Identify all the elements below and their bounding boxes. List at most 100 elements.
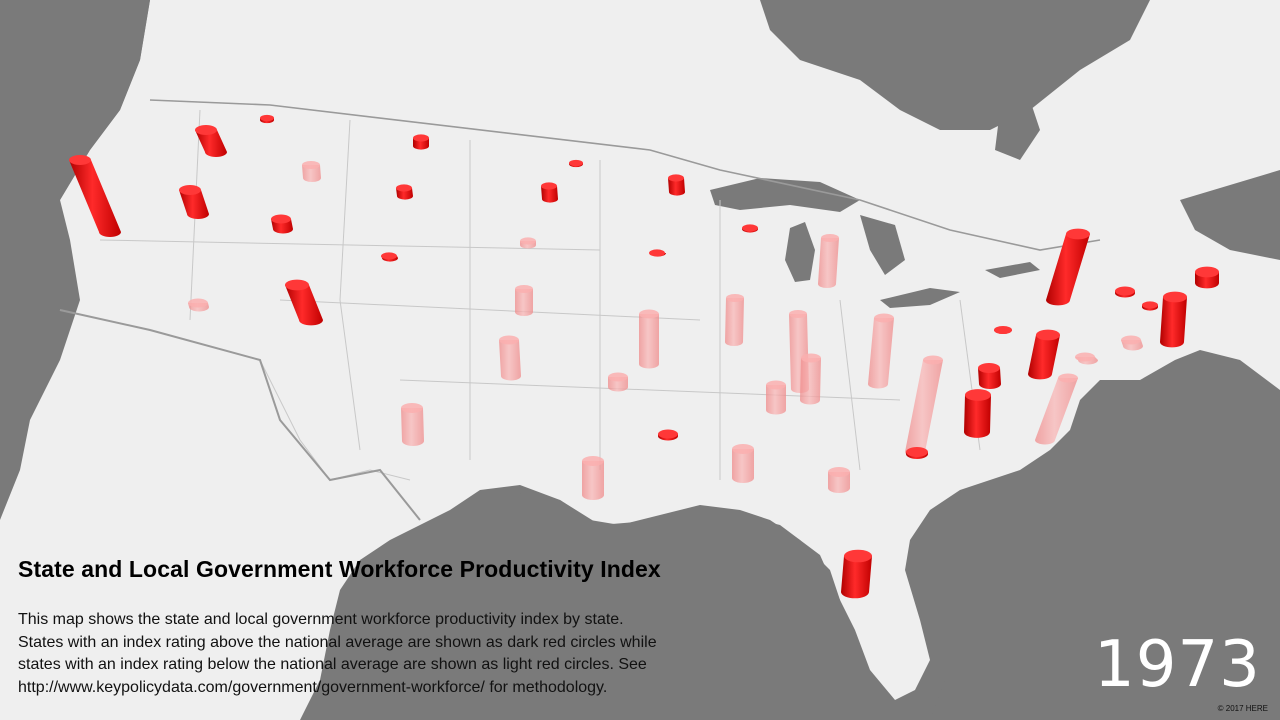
marker-body: [800, 358, 821, 405]
state-marker: [1160, 291, 1187, 348]
state-marker: [413, 134, 429, 150]
state-marker: [195, 125, 227, 157]
state-marker: [302, 160, 321, 183]
state-marker: [905, 355, 943, 457]
state-marker: [396, 184, 413, 200]
state-marker: [649, 249, 666, 257]
marker-top: [1075, 352, 1095, 362]
marker-top: [541, 182, 557, 190]
state-marker: [285, 279, 323, 326]
marker-top: [789, 309, 807, 319]
marker-top: [1121, 335, 1141, 345]
marker-top: [828, 467, 850, 477]
marker-top: [1036, 329, 1060, 341]
marker-top: [978, 363, 1000, 373]
state-marker: [978, 363, 1001, 389]
map-title: State and Local Government Workforce Pro…: [18, 556, 661, 582]
state-marker: [188, 298, 209, 312]
marker-body: [179, 190, 209, 219]
state-marker: [841, 549, 872, 599]
lake-superior: [710, 178, 860, 212]
us-mexico-border: [59, 309, 421, 521]
state-marker: [725, 293, 744, 347]
state-marker: [1121, 335, 1143, 351]
marker-body: [69, 160, 121, 237]
description-line: This map shows the state and local gover…: [18, 611, 624, 628]
map-description: This map shows the state and local gover…: [18, 609, 778, 699]
state-marker: [732, 444, 754, 483]
marker-body: [766, 385, 786, 415]
state-marker: [964, 389, 991, 438]
marker-body: [668, 178, 685, 196]
state-marker: [828, 467, 850, 493]
lake-michigan: [785, 222, 815, 282]
lake-ontario: [985, 262, 1040, 278]
map-credit: © 2017 HERE: [1217, 704, 1268, 713]
marker-top: [401, 403, 423, 413]
gulf-st-lawrence: [1180, 170, 1280, 260]
lake-huron: [860, 215, 905, 275]
marker-top: [1058, 373, 1078, 383]
marker-top: [965, 389, 991, 401]
marker-top: [639, 309, 659, 319]
marker-top: [742, 224, 758, 232]
marker-top: [821, 233, 839, 243]
state-marker: [906, 447, 928, 459]
marker-top: [188, 298, 208, 308]
state-marker: [520, 237, 536, 249]
hudson-bay: [760, 0, 1150, 130]
state-marker: [1142, 301, 1158, 311]
marker-body: [978, 368, 1001, 389]
description-line: states with an index rating below the na…: [18, 656, 647, 673]
state-marker: [994, 325, 1012, 335]
marker-top: [658, 429, 678, 439]
marker-body: [1035, 378, 1078, 445]
marker-body: [841, 556, 872, 599]
marker-body: [639, 314, 659, 369]
state-marker: [1075, 352, 1098, 365]
marker-top: [1142, 301, 1158, 309]
state-marker: [1195, 266, 1219, 289]
marker-top: [1066, 228, 1090, 240]
marker-top: [874, 313, 894, 323]
marker-top: [844, 549, 872, 563]
marker-top: [515, 284, 533, 294]
gulf-of-mexico: [340, 490, 860, 720]
description-line: http://www.keypolicydata.com/government/…: [18, 678, 608, 696]
marker-body: [828, 472, 850, 493]
marker-top: [195, 125, 217, 135]
marker-top: [302, 160, 320, 170]
us-canada-border: [149, 99, 1101, 251]
marker-top: [726, 293, 744, 303]
marker-top: [499, 335, 519, 345]
state-marker: [69, 155, 121, 237]
state-markers: [69, 114, 1219, 599]
marker-top: [260, 114, 274, 122]
marker-body: [1028, 335, 1060, 380]
marker-body: [499, 340, 521, 381]
marker-top: [396, 184, 412, 192]
marker-top: [649, 249, 665, 257]
marker-top: [1195, 266, 1219, 278]
marker-top: [906, 447, 928, 457]
marker-body: [195, 130, 227, 157]
state-marker: [260, 114, 274, 124]
marker-body: [905, 360, 943, 457]
marker-top: [69, 155, 91, 165]
marker-top: [766, 380, 786, 390]
state-marker: [868, 313, 894, 389]
marker-body: [582, 461, 604, 500]
marker-body: [285, 285, 323, 326]
marker-body: [725, 298, 744, 347]
marker-body: [302, 165, 321, 183]
marker-top: [1115, 286, 1135, 296]
marker-top: [271, 214, 291, 224]
marker-top: [608, 372, 628, 382]
marker-body: [515, 289, 533, 317]
state-marker: [818, 233, 839, 289]
state-marker: [658, 429, 678, 441]
lake-erie: [880, 288, 960, 308]
marker-top: [582, 456, 604, 466]
marker-body: [1160, 297, 1187, 348]
